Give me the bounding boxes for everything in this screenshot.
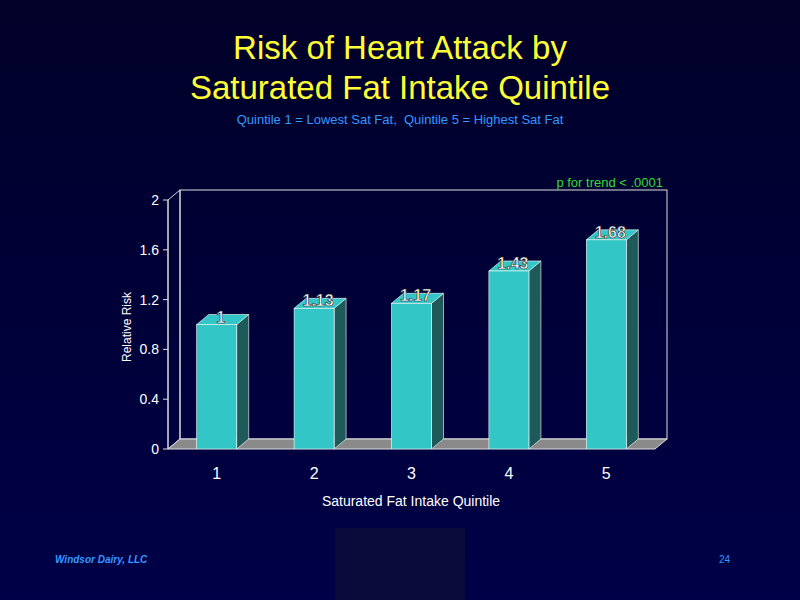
logo [335,528,465,600]
bar [586,240,626,449]
y-tick [163,249,168,250]
bar [197,325,237,450]
y-axis-label: Relative Risk [120,291,134,362]
bars [197,230,639,449]
data-label: 1.68 [595,224,626,241]
bar-side [432,293,444,449]
x-axis-label: Saturated Fat Intake Quintile [322,493,500,509]
y-axis [168,200,169,449]
side-wall [168,190,180,449]
y-tick-label: 0 [151,441,159,457]
data-label: 1.13 [303,292,334,309]
x-tick-label: 4 [504,465,513,482]
data-label: 1.43 [497,255,528,272]
y-tick-label: 1.6 [140,242,160,258]
bar [392,303,432,449]
data-label: 1.17 [400,287,431,304]
annotation: p for trend < .0001 [556,175,663,190]
y-tick-label: 0.4 [140,391,160,407]
x-tick-label: 1 [212,465,221,482]
x-tick-label: 5 [602,465,611,482]
y-tick-label: 2 [151,192,159,208]
y-tick [163,299,168,300]
bar-side [529,261,541,449]
bar-side [626,230,638,449]
data-label: 1 [216,309,225,326]
page-number: 24 [719,554,731,565]
footer-left: Windsor Dairy, LLC [55,554,148,565]
x-tick-label: 2 [310,465,319,482]
bar-side [237,315,249,450]
bar [294,308,334,449]
bar [489,271,529,449]
subtitle: Quintile 1 = Lowest Sat Fat, Quintile 5 … [100,112,700,127]
y-tick [163,449,168,450]
x-tick-label: 3 [407,465,416,482]
y-tick-label: 0.8 [140,341,160,357]
y-tick [163,200,168,201]
y-tick [163,399,168,400]
bar-side [334,298,346,449]
y-tick-label: 1.2 [140,292,160,308]
title: Risk of Heart Attack by Saturated Fat In… [165,28,635,108]
y-tick [163,349,168,350]
